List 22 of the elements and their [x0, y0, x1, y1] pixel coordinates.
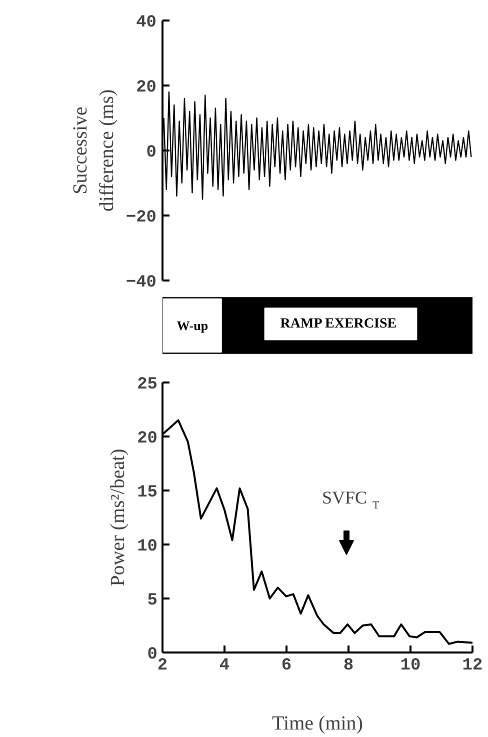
y-tick-label: 25 [137, 376, 158, 394]
y-tick-label: 0 [147, 646, 158, 664]
y-tick-label: 20 [137, 430, 158, 448]
x-tick-label: 2 [157, 656, 168, 676]
text: W-up [176, 318, 208, 333]
x-tick-label: 8 [343, 656, 354, 676]
text: RAMP EXERCISE [280, 316, 397, 332]
x-tick-label: 4 [219, 656, 230, 676]
y-tick-label: 15 [137, 484, 158, 502]
x-tick-label: 12 [462, 656, 483, 676]
y-tick-label: −40 [126, 274, 157, 292]
y-tick-label: 0 [146, 144, 156, 162]
y-tick-label: 40 [136, 14, 157, 32]
x-tick-label: 10 [400, 656, 421, 676]
y-tick-label: 20 [136, 78, 157, 98]
y-tick-label: 5 [147, 592, 158, 610]
y-tick-label: −20 [126, 208, 157, 228]
y-axis-title: Power (ms²/beat) [107, 448, 130, 586]
y-axis-title: Successive difference (ms) [69, 89, 118, 212]
y-tick-label: 10 [137, 538, 158, 556]
x-tick-label: 6 [281, 656, 292, 676]
x-axis-title: Time (min) [272, 712, 363, 734]
